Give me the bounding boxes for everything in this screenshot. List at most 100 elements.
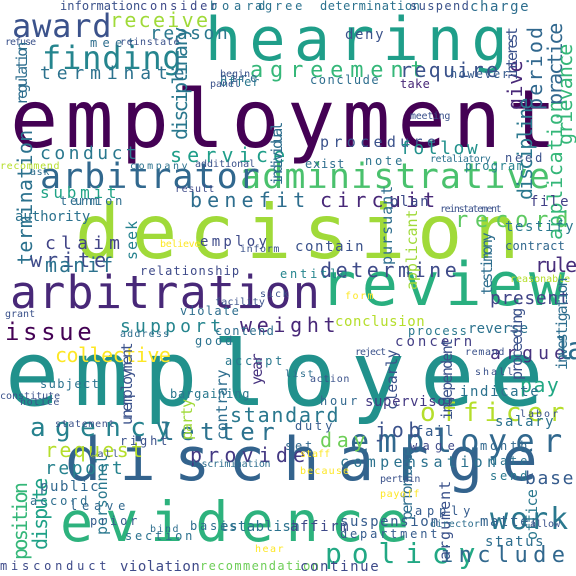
word-require: require	[400, 58, 501, 82]
word-reinstate: reinstate	[120, 37, 181, 48]
word-duty: duty	[295, 419, 336, 433]
word-staff: staff	[300, 449, 331, 460]
word-argue: argue	[490, 343, 571, 364]
word-board: board	[210, 0, 271, 13]
word-year: year	[248, 354, 266, 385]
word-agency: agency	[30, 413, 181, 443]
word-standard: standard	[230, 403, 341, 427]
word-establish: establish	[220, 519, 301, 535]
word-note: note	[365, 154, 406, 168]
word-regulation: regulation	[13, 44, 31, 105]
word-provide: provide	[190, 443, 311, 467]
word-evidence: evidence	[60, 490, 421, 554]
word-arbitration: arbitration	[10, 266, 322, 319]
word-grievance: grievance	[553, 44, 576, 145]
word-collective: collective	[55, 343, 171, 367]
word-action: action	[310, 374, 351, 385]
word-good: good	[195, 334, 236, 348]
word-agreement: agreement	[250, 58, 431, 83]
word-suspend: suspend	[410, 0, 471, 13]
word-contract: contract	[505, 239, 566, 253]
word-pay: pay	[520, 373, 561, 397]
word-section: section	[125, 529, 196, 543]
word-party: party	[178, 399, 196, 440]
word-statement: statement	[55, 419, 116, 430]
word-reinstatement: reinstatement	[440, 204, 502, 215]
word-inform: inform	[240, 244, 281, 255]
word-exist: exist	[305, 157, 346, 171]
word-determine: determine	[320, 258, 461, 282]
word-indicate: indicate	[460, 384, 541, 400]
word-grant: grant	[5, 309, 36, 320]
word-wage: wage	[410, 439, 461, 453]
word-violation: violation	[120, 559, 201, 575]
word-director: director	[430, 519, 481, 530]
word-bargaining: bargaining	[170, 387, 251, 401]
word-request: request	[45, 438, 146, 462]
word-reason: reason	[150, 23, 231, 44]
word-constitute: constitute	[0, 391, 61, 402]
word-conclusion: conclusion	[335, 314, 426, 330]
word-employment: employment	[10, 73, 564, 166]
word-program: program	[465, 159, 526, 173]
word-information: information	[60, 0, 141, 13]
word-contain: contain	[295, 239, 366, 255]
word-testify: testify	[505, 219, 576, 235]
word-discharge: discharge	[65, 425, 557, 495]
word-administrative: administrative	[240, 157, 552, 197]
word-support: support	[120, 316, 226, 337]
word-facility: facility	[215, 297, 266, 308]
word-report: report	[45, 458, 126, 479]
word-need: need	[505, 151, 546, 165]
word-proceeding: proceeding	[508, 309, 526, 380]
word-form: form	[345, 291, 376, 302]
word-contend: contend	[215, 324, 276, 338]
word-salary: salary	[495, 414, 556, 430]
word-reasonable: reasonable	[510, 274, 571, 285]
word-record: record	[455, 208, 576, 233]
word-shall: shall	[475, 367, 516, 378]
word-department: department	[340, 527, 441, 541]
word-employer: employer	[350, 422, 571, 460]
word-accord: accord	[30, 494, 91, 508]
word-review: review	[320, 250, 571, 320]
word-reverse: reverse	[468, 321, 529, 337]
word-fail: fail	[415, 424, 456, 440]
word-determination: determination	[320, 0, 421, 13]
word-company: company	[130, 161, 191, 172]
word-claim: claim	[45, 233, 126, 254]
word-testimony: testimony	[478, 234, 496, 295]
word-believe: believe	[160, 239, 201, 250]
word-remand: remand	[465, 347, 506, 358]
word-authority: authority	[15, 209, 91, 225]
word-recommendation: recommendation	[200, 559, 321, 573]
word-supervisor: supervisor	[365, 394, 456, 410]
word-hour: hour	[320, 394, 361, 408]
word-present: present	[490, 288, 571, 309]
word-labor: labor	[520, 409, 561, 420]
word-office: office	[523, 489, 541, 540]
word-panel: panel	[210, 79, 241, 90]
word-clearly: clearly	[383, 349, 401, 410]
word-write: write	[30, 248, 111, 272]
word-violate: violate	[180, 304, 241, 318]
word-receive: receive	[110, 8, 211, 32]
word-offer: offer	[220, 75, 261, 89]
word-leave: leave	[70, 499, 131, 513]
word-result: result	[175, 184, 216, 195]
word-meeting: meeting	[410, 111, 451, 122]
word-list: list	[285, 369, 316, 380]
word-agree: agree	[255, 0, 306, 13]
word-continue: continue	[300, 559, 381, 575]
word-hear: hear	[255, 544, 286, 555]
word-rule: rule	[535, 253, 576, 277]
word-period: period	[523, 24, 547, 110]
word-deny: deny	[345, 27, 386, 43]
word-however: however	[450, 67, 511, 81]
word-termination: termination	[13, 129, 37, 265]
word-discrimination: discrimination	[190, 459, 271, 470]
word-contrary: contrary	[213, 369, 231, 440]
word-misconduct: misconduct	[0, 559, 111, 573]
word-pursuant: pursuant	[378, 184, 396, 265]
